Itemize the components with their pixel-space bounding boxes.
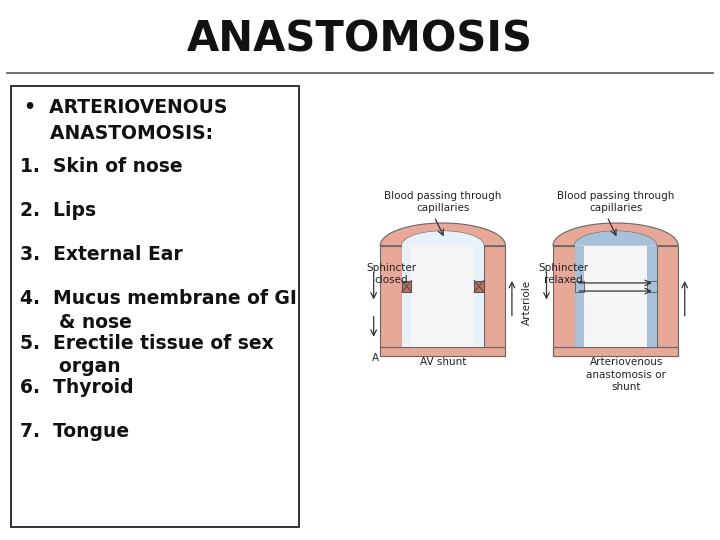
Text: Sphincter
relaxed: Sphincter relaxed (539, 263, 589, 285)
Bar (474, 246, 484, 347)
Text: 4.  Mucus membrane of GI
      & nose: 4. Mucus membrane of GI & nose (20, 289, 297, 332)
Text: 6.  Thyroid: 6. Thyroid (20, 378, 134, 397)
Polygon shape (380, 223, 505, 246)
Text: Blood passing through
capillaries: Blood passing through capillaries (557, 191, 675, 213)
Text: Blood passing through
capillaries: Blood passing through capillaries (384, 191, 502, 213)
Bar (553, 246, 575, 356)
Text: AV shunt: AV shunt (420, 357, 466, 368)
FancyBboxPatch shape (11, 86, 299, 526)
Bar (657, 246, 678, 356)
Bar (553, 347, 678, 356)
Bar (484, 246, 505, 356)
Bar (412, 246, 474, 347)
Text: 7.  Tongue: 7. Tongue (20, 422, 130, 441)
Bar (380, 347, 505, 356)
Polygon shape (553, 223, 678, 246)
Bar (647, 280, 657, 292)
Text: 2.  Lips: 2. Lips (20, 201, 96, 220)
Text: Arteriovenous
anastomosis or
shunt: Arteriovenous anastomosis or shunt (587, 357, 666, 392)
Text: ANASTOMOSIS: ANASTOMOSIS (187, 19, 533, 61)
Text: Arteriole: Arteriole (522, 280, 532, 325)
Bar (575, 246, 585, 347)
Text: 3.  External Ear: 3. External Ear (20, 245, 183, 264)
Bar (575, 280, 585, 292)
Polygon shape (575, 231, 657, 246)
Bar (585, 246, 647, 347)
Bar (402, 246, 412, 347)
Bar (402, 280, 412, 292)
Text: 1.  Skin of nose: 1. Skin of nose (20, 157, 183, 176)
Text: •  ARTERIOVENOUS
    ANASTOMOSIS:: • ARTERIOVENOUS ANASTOMOSIS: (24, 98, 227, 143)
Text: 5.  Erectile tissue of sex
      organ: 5. Erectile tissue of sex organ (20, 334, 274, 376)
Text: A: A (372, 353, 379, 363)
Bar (474, 280, 484, 292)
Bar (647, 246, 657, 347)
Polygon shape (402, 231, 484, 246)
Bar (380, 246, 402, 356)
Text: Sphincter
closed: Sphincter closed (366, 263, 416, 285)
